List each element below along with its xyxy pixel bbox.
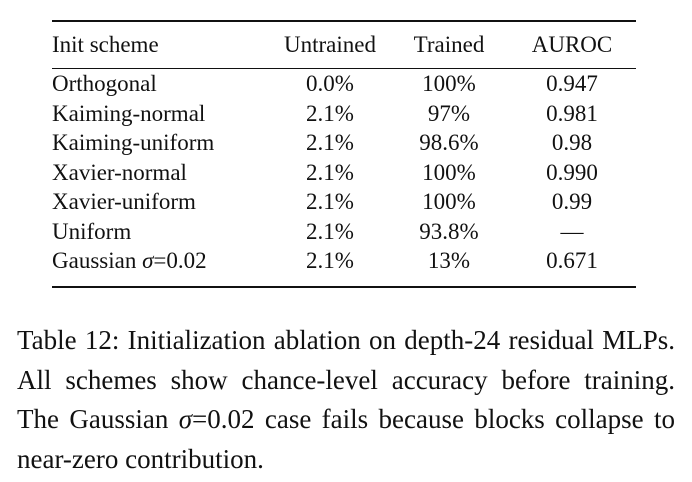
cell-untrained: 0.0% [306,71,354,96]
header-init-scheme: Init scheme [52,32,159,58]
cell-trained: 97% [427,100,471,126]
cell-scheme: Uniform [52,218,132,244]
cell-auroc: 0.99 [551,189,593,214]
results-table: Init scheme Untrained Trained AUROC Orth… [52,20,636,288]
table-row: Uniform 2.1% 93.8% — [52,217,636,247]
table-row: Gaussian σ=0.02 2.1% 13% 0.671 [52,246,636,286]
cell-untrained: 2.1% [306,248,354,273]
header-untrained: Untrained [284,32,376,58]
cell-auroc: 0.98 [551,130,593,155]
bottom-rule [52,285,636,288]
cell-untrained: 2.1% [306,100,354,126]
cell-scheme: Orthogonal [52,71,157,96]
cell-auroc: — [560,218,584,244]
cell-auroc: 0.990 [546,159,598,185]
header-row: Init scheme Untrained Trained AUROC [52,22,636,68]
cell-untrained: 2.1% [306,218,354,244]
table-row: Orthogonal 0.0% 100% 0.947 [52,69,636,99]
cell-scheme: Xavier-uniform [52,189,196,214]
cell-trained: 93.8% [419,218,479,244]
table-row: Xavier-uniform 2.1% 100% 0.99 [52,187,636,217]
table-row: Kaiming-uniform 2.1% 98.6% 0.98 [52,128,636,158]
top-rule [52,20,636,22]
cell-untrained: 2.1% [306,130,354,155]
header-rule [52,68,636,69]
cell-auroc: 0.947 [546,71,598,96]
table-grid: Init scheme Untrained Trained AUROC Orth… [52,22,636,286]
cell-scheme: Xavier-normal [52,159,187,185]
cell-trained: 98.6% [419,130,479,155]
header-auroc: AUROC [531,32,613,58]
cell-scheme: Kaiming-normal [52,100,206,126]
cell-trained: 100% [422,189,476,214]
cell-auroc: 0.981 [546,100,598,126]
cell-untrained: 2.1% [306,189,354,214]
cell-untrained: 2.1% [306,159,354,185]
table-row: Kaiming-normal 2.1% 97% 0.981 [52,99,636,129]
cell-trained: 13% [427,248,471,273]
cell-auroc: 0.671 [546,248,598,273]
table-caption: Table 12: Initialization ablation on dep… [17,325,675,474]
cell-scheme: Kaiming-uniform [52,130,215,155]
table-row: Xavier-normal 2.1% 100% 0.990 [52,158,636,188]
cell-trained: 100% [422,159,476,185]
cell-trained: 100% [422,71,476,96]
header-trained: Trained [413,32,485,58]
cell-scheme: Gaussian σ=0.02 [52,248,207,273]
